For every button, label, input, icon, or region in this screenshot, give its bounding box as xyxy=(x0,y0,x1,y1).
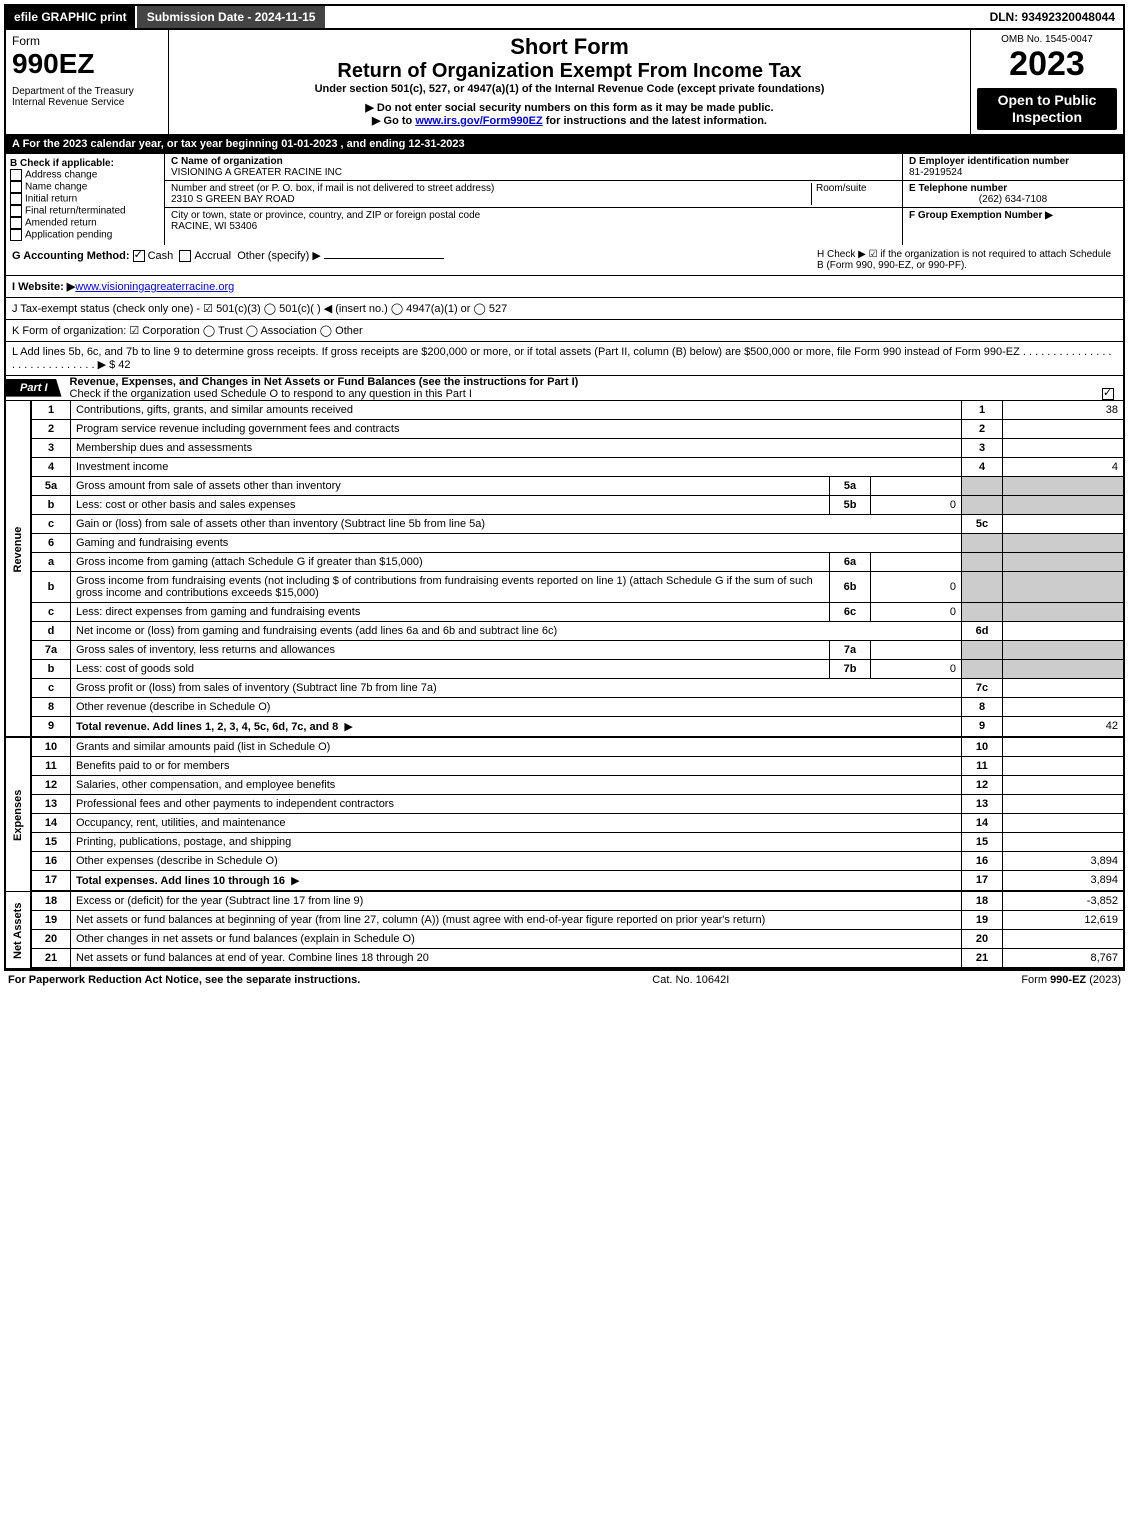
amt-15 xyxy=(1003,832,1125,851)
expenses-table: Expenses 10 Grants and similar amounts p… xyxy=(4,738,1125,892)
check-cash[interactable] xyxy=(133,250,145,262)
subtitle-1: Under section 501(c), 527, or 4947(a)(1)… xyxy=(175,83,964,95)
footer-mid: Cat. No. 10642I xyxy=(652,974,729,986)
amt-21: 8,767 xyxy=(1003,948,1125,968)
check-application-pending[interactable]: Application pending xyxy=(10,229,160,241)
box-b: B Check if applicable: Address change Na… xyxy=(6,154,165,245)
dept-label: Department of the Treasury Internal Reve… xyxy=(12,86,162,108)
part-1-header: Part I Revenue, Expenses, and Changes in… xyxy=(4,376,1125,401)
amt-5c xyxy=(1003,514,1125,533)
page-footer: For Paperwork Reduction Act Notice, see … xyxy=(4,969,1125,989)
footer-right: Form 990-EZ (2023) xyxy=(1021,974,1121,986)
amt-20 xyxy=(1003,929,1125,948)
amt-12 xyxy=(1003,775,1125,794)
city-cell: City or town, state or province, country… xyxy=(165,208,902,234)
form-id-block: Form 990EZ Department of the Treasury In… xyxy=(6,30,169,134)
dln: DLN: 93492320048044 xyxy=(982,6,1123,28)
check-final-return[interactable]: Final return/terminated xyxy=(10,205,160,217)
amt-10 xyxy=(1003,738,1125,757)
box-d: D Employer identification number 81-2919… xyxy=(903,154,1123,245)
amt-19: 12,619 xyxy=(1003,910,1125,929)
netassets-vlabel: Net Assets xyxy=(5,892,31,968)
row-i: I Website: ▶www.visioningagreaterracine.… xyxy=(4,276,1125,298)
org-name: VISIONING A GREATER RACINE INC xyxy=(171,167,896,178)
room-suite-label: Room/suite xyxy=(811,183,896,205)
check-initial-return[interactable]: Initial return xyxy=(10,193,160,205)
schedule-b-check: H Check ▶ ☑ if the organization is not r… xyxy=(817,249,1117,271)
row-j: J Tax-exempt status (check only one) - ☑… xyxy=(4,298,1125,320)
amt-8 xyxy=(1003,697,1125,716)
open-inspection-badge: Open to Public Inspection xyxy=(977,88,1117,130)
check-address-change[interactable]: Address change xyxy=(10,169,160,181)
amt-14 xyxy=(1003,813,1125,832)
street-address: 2310 S GREEN BAY ROAD xyxy=(171,194,811,205)
row-k: K Form of organization: ☑ Corporation ◯ … xyxy=(4,320,1125,342)
part-1-check-text: Check if the organization used Schedule … xyxy=(70,388,472,400)
part-1-check[interactable] xyxy=(1102,388,1114,400)
org-name-cell: C Name of organization VISIONING A GREAT… xyxy=(165,154,902,181)
phone-cell: E Telephone number (262) 634-7108 xyxy=(903,181,1123,208)
amt-3 xyxy=(1003,438,1125,457)
accounting-method: G Accounting Method: Cash Accrual Other … xyxy=(12,249,817,271)
short-form-title: Short Form xyxy=(175,34,964,60)
box-b-title: B Check if applicable: xyxy=(10,158,160,169)
ein-cell: D Employer identification number 81-2919… xyxy=(903,154,1123,181)
row-l: L Add lines 5b, 6c, and 7b to line 9 to … xyxy=(4,342,1125,376)
form-number: 990EZ xyxy=(12,48,162,80)
revenue-vlabel: Revenue xyxy=(5,401,31,698)
footer-left: For Paperwork Reduction Act Notice, see … xyxy=(8,974,360,986)
info-grid: B Check if applicable: Address change Na… xyxy=(4,154,1125,245)
submission-date: Submission Date - 2024-11-15 xyxy=(137,6,326,28)
amt-11 xyxy=(1003,756,1125,775)
amt-1: 38 xyxy=(1003,401,1125,420)
amt-13 xyxy=(1003,794,1125,813)
amt-17: 3,894 xyxy=(1003,870,1125,891)
efile-label: efile GRAPHIC print xyxy=(6,6,135,28)
part-1-badge: Part I xyxy=(6,379,62,397)
phone: (262) 634-7108 xyxy=(909,194,1117,205)
ein: 81-2919524 xyxy=(909,167,1117,178)
check-amended-return[interactable]: Amended return xyxy=(10,217,160,229)
subtitle-3: ▶ Go to www.irs.gov/Form990EZ for instru… xyxy=(175,114,964,127)
website-link[interactable]: www.visioningagreaterracine.org xyxy=(75,281,234,293)
omb-number: OMB No. 1545-0047 xyxy=(977,34,1117,45)
tax-year: 2023 xyxy=(977,45,1117,84)
amt-18: -3,852 xyxy=(1003,892,1125,911)
irs-link[interactable]: www.irs.gov/Form990EZ xyxy=(415,115,542,127)
street-cell: Number and street (or P. O. box, if mail… xyxy=(165,181,902,208)
row-g-h: G Accounting Method: Cash Accrual Other … xyxy=(4,245,1125,276)
part-1-title: Revenue, Expenses, and Changes in Net As… xyxy=(70,376,579,388)
amt-6d xyxy=(1003,621,1125,640)
group-exemption-cell: F Group Exemption Number ▶ xyxy=(903,208,1123,223)
expenses-vlabel: Expenses xyxy=(5,738,31,891)
netassets-table: Net Assets 18 Excess or (deficit) for th… xyxy=(4,892,1125,969)
main-title: Return of Organization Exempt From Incom… xyxy=(175,60,964,83)
amt-2 xyxy=(1003,419,1125,438)
year-block: OMB No. 1545-0047 2023 Open to Public In… xyxy=(970,30,1123,134)
check-accrual[interactable] xyxy=(179,250,191,262)
section-a-bar: A For the 2023 calendar year, or tax yea… xyxy=(4,135,1125,154)
form-word: Form xyxy=(12,34,162,48)
amt-16: 3,894 xyxy=(1003,851,1125,870)
amt-9: 42 xyxy=(1003,716,1125,737)
form-header: Form 990EZ Department of the Treasury In… xyxy=(4,30,1125,135)
amt-4: 4 xyxy=(1003,457,1125,476)
top-bar: efile GRAPHIC print Submission Date - 20… xyxy=(4,4,1125,30)
subtitle-2: ▶ Do not enter social security numbers o… xyxy=(175,101,964,114)
city-state-zip: RACINE, WI 53406 xyxy=(171,221,896,232)
amt-7c xyxy=(1003,678,1125,697)
revenue-table: Revenue 1 Contributions, gifts, grants, … xyxy=(4,401,1125,738)
box-c: C Name of organization VISIONING A GREAT… xyxy=(165,154,903,245)
title-block: Short Form Return of Organization Exempt… xyxy=(169,30,970,134)
check-name-change[interactable]: Name change xyxy=(10,181,160,193)
